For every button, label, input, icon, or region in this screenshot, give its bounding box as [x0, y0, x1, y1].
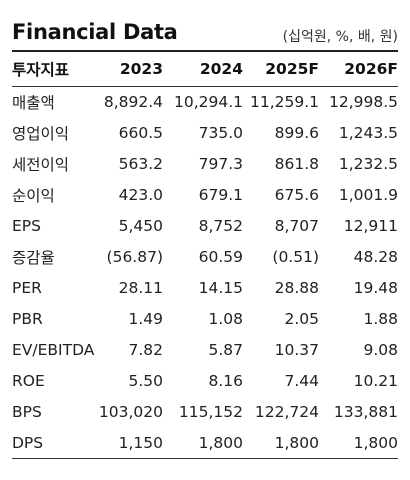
table-cell: 48.28	[353, 247, 398, 266]
table-cell: 1.08	[208, 309, 243, 328]
row-label: 매출액	[12, 93, 55, 112]
table-cell: 60.59	[198, 247, 243, 266]
column-header-2026f: 2026F	[344, 60, 398, 78]
table-cell: 9.08	[363, 340, 398, 359]
column-header-2024: 2024	[199, 60, 243, 78]
table-cell: (56.87)	[106, 247, 163, 266]
table-cell: 8.16	[208, 371, 243, 390]
table-cell: 8,707	[274, 216, 319, 235]
row-label: DPS	[12, 433, 44, 452]
table-cell: 122,724	[254, 402, 319, 421]
table-cell: 8,752	[198, 216, 243, 235]
table-row: 순이익 423.0 679.1 675.6 1,001.9	[12, 179, 398, 210]
row-label: ROE	[12, 371, 45, 390]
table-row: EV/EBITDA 7.82 5.87 10.37 9.08	[12, 334, 398, 365]
table-cell: 12,998.5	[328, 92, 398, 111]
table-cell: 7.44	[284, 371, 319, 390]
financial-table: 투자지표 2023 2024 2025F 2026F 매출액 8,892.4 10,…	[12, 52, 398, 458]
table-cell: 1.88	[363, 309, 398, 328]
table-cell: 899.6	[274, 123, 319, 142]
table-cell: 5,450	[118, 216, 163, 235]
table-cell: 679.1	[198, 185, 243, 204]
table-cell: 1,800	[274, 433, 319, 452]
table-cell: 1,150	[118, 433, 163, 452]
row-label: 세전이익	[12, 155, 70, 174]
table-row: EPS 5,450 8,752 8,707 12,911	[12, 210, 398, 241]
table-cell: 675.6	[274, 185, 319, 204]
table-cell: 115,152	[178, 402, 243, 421]
table-cell: 5.87	[208, 340, 243, 359]
table-cell: 28.88	[274, 278, 319, 297]
table-cell: 1,001.9	[338, 185, 398, 204]
table-row: DPS 1,150 1,800 1,800 1,800	[12, 427, 398, 458]
row-label: EPS	[12, 216, 41, 235]
table-cell: 7.82	[128, 340, 163, 359]
row-label: 증감율	[12, 248, 55, 267]
table-cell: 1,800	[353, 433, 398, 452]
table-cell: 660.5	[118, 123, 163, 142]
title-row: Financial Data (십억원, %, 배, 원)	[12, 20, 398, 50]
table-cell: 735.0	[198, 123, 243, 142]
table-cell: 10,294.1	[173, 92, 243, 111]
table-cell: 1,800	[198, 433, 243, 452]
row-label: PER	[12, 278, 42, 297]
table-row: 영업이익 660.5 735.0 899.6 1,243.5	[12, 117, 398, 148]
table-title: Financial Data	[12, 20, 178, 44]
table-cell: 14.15	[198, 278, 243, 297]
table-cell: 11,259.1	[249, 92, 319, 111]
table-row: PER 28.11 14.15 28.88 19.48	[12, 272, 398, 303]
column-header-2023: 2023	[119, 60, 163, 78]
table-row: 매출액 8,892.4 10,294.1 11,259.1 12,998.5	[12, 86, 398, 117]
header-rule	[12, 86, 398, 87]
row-label: PBR	[12, 309, 43, 328]
table-cell: 10.37	[274, 340, 319, 359]
column-header-2025f: 2025F	[265, 60, 319, 78]
table-cell: 861.8	[274, 154, 319, 173]
table-row: 세전이익 563.2 797.3 861.8 1,232.5	[12, 148, 398, 179]
table-cell: 797.3	[198, 154, 243, 173]
header-row: 투자지표 2023 2024 2025F 2026F	[12, 52, 398, 86]
unit-note: (십억원, %, 배, 원)	[282, 29, 398, 45]
table-cell: 28.11	[118, 278, 163, 297]
column-header-indicator: 투자지표	[12, 61, 70, 79]
bottom-rule	[12, 458, 398, 459]
row-label: EV/EBITDA	[12, 340, 95, 359]
table-row: BPS 103,020 115,152 122,724 133,881	[12, 396, 398, 427]
table-cell: 1.49	[128, 309, 163, 328]
table-cell: 19.48	[353, 278, 398, 297]
table-cell: 133,881	[333, 402, 398, 421]
table-cell: 5.50	[128, 371, 163, 390]
table-cell: 103,020	[98, 402, 163, 421]
table-cell: 12,911	[343, 216, 398, 235]
top-rule	[12, 50, 398, 52]
table-cell: 1,243.5	[338, 123, 398, 142]
table-row: 증감율 (56.87) 60.59 (0.51) 48.28	[12, 241, 398, 272]
table-cell: (0.51)	[272, 247, 319, 266]
row-label: BPS	[12, 402, 42, 421]
table-cell: 1,232.5	[338, 154, 398, 173]
table-cell: 2.05	[284, 309, 319, 328]
table-row: PBR 1.49 1.08 2.05 1.88	[12, 303, 398, 334]
table-cell: 10.21	[353, 371, 398, 390]
table-cell: 8,892.4	[103, 92, 163, 111]
table-cell: 423.0	[118, 185, 163, 204]
table-body: 매출액 8,892.4 10,294.1 11,259.1 12,998.5 영업이익 66…	[12, 86, 398, 458]
row-label: 순이익	[12, 186, 55, 205]
table-row: ROE 5.50 8.16 7.44 10.21	[12, 365, 398, 396]
row-label: 영업이익	[12, 124, 70, 143]
table-cell: 563.2	[118, 154, 163, 173]
